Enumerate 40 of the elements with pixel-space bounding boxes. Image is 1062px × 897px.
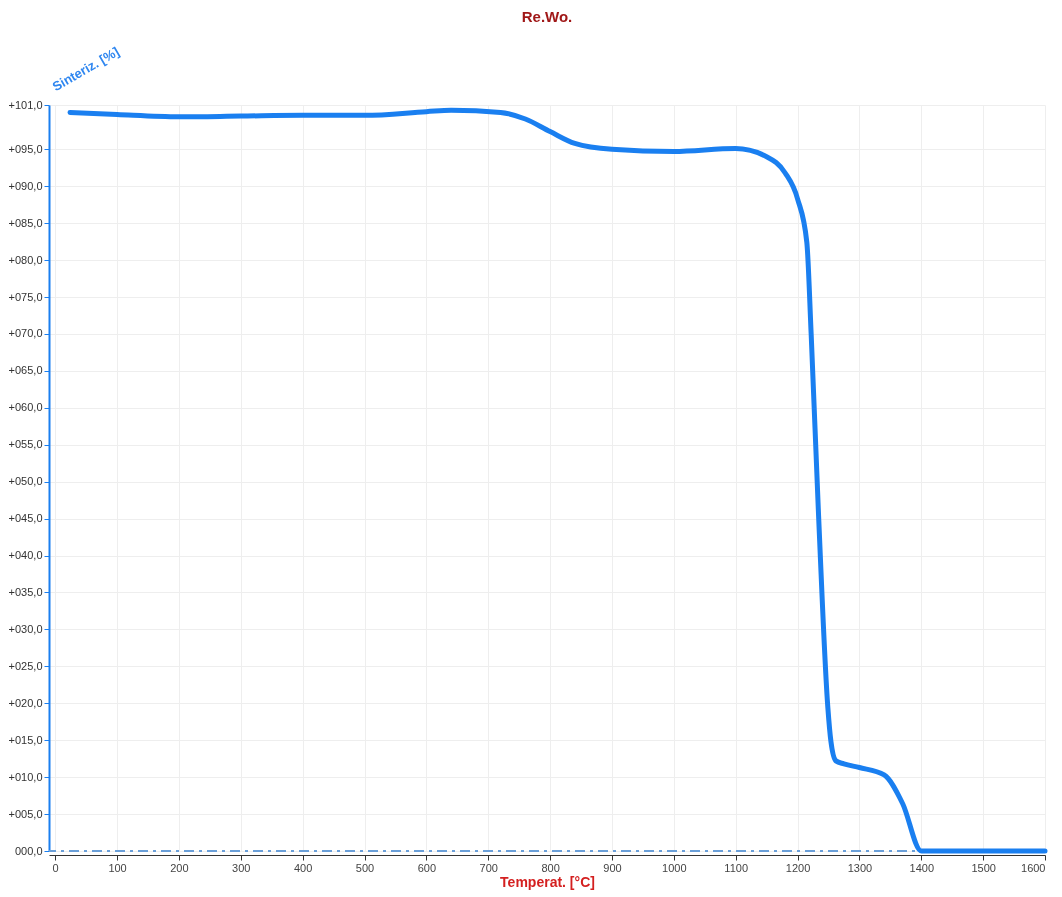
y-tick-label: +040,0	[8, 549, 43, 562]
y-tick-label: +035,0	[8, 585, 43, 598]
x-tick-label: 1100	[724, 861, 749, 874]
y-tick-label: +095,0	[8, 142, 43, 155]
x-tick-label: 100	[108, 861, 127, 874]
x-tick-label: 1300	[847, 861, 873, 874]
y-tick-label: +080,0	[8, 253, 43, 266]
x-tick-label: 500	[355, 861, 375, 874]
x-tick-label: 0	[52, 861, 59, 874]
y-tick-label: +075,0	[8, 290, 43, 303]
y-tick-label: +070,0	[8, 327, 43, 340]
chart-title: Re.Wo.	[521, 8, 573, 26]
x-tick-label: 700	[479, 861, 498, 874]
y-tick-label: +020,0	[8, 696, 43, 709]
x-tick-label: 800	[541, 861, 560, 874]
y-tick-label: +065,0	[8, 364, 43, 377]
y-tick-label: +101,0	[8, 98, 43, 111]
x-tick-label: 400	[293, 861, 313, 874]
y-tick-label: +050,0	[8, 475, 43, 488]
x-tick-label: 300	[232, 861, 251, 874]
x-tick-label: 1200	[785, 861, 811, 874]
y-tick-label: +025,0	[8, 659, 43, 672]
y-tick-label: 000,0	[14, 844, 43, 857]
x-tick-label: 1400	[909, 861, 935, 874]
y-tick-label: +015,0	[8, 733, 43, 746]
y-tick-label: +055,0	[8, 438, 43, 451]
y-tick-label: +090,0	[8, 179, 43, 192]
y-tick-label: +005,0	[8, 807, 43, 820]
x-tick-label: 600	[417, 861, 437, 874]
y-tick-label: +010,0	[8, 770, 43, 783]
x-tick-label: 1500	[971, 861, 996, 874]
y-tick-label: +045,0	[8, 512, 43, 525]
x-tick-label: 1600	[1021, 861, 1046, 874]
y-tick-label: +030,0	[8, 622, 43, 635]
x-tick-label: 200	[170, 861, 189, 874]
x-axis-title: Temperat. [°C]	[500, 873, 595, 890]
y-tick-label: +060,0	[8, 401, 43, 414]
x-tick-label: 1000	[662, 861, 687, 874]
x-tick-label: 900	[603, 861, 622, 874]
y-tick-label: +085,0	[8, 216, 43, 229]
